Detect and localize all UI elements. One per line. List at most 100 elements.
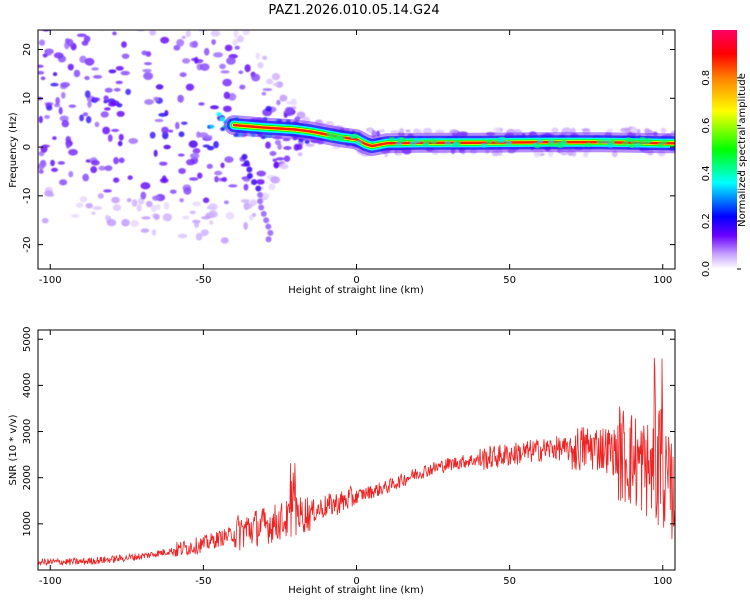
colorbar-tick-label: 0.6 bbox=[701, 118, 712, 134]
spectrogram-cell bbox=[272, 158, 278, 162]
spectrogram-cell bbox=[547, 141, 555, 147]
spectrogram-cell bbox=[52, 136, 57, 140]
spectrogram-cell bbox=[452, 142, 460, 148]
spectrogram-cell bbox=[286, 108, 293, 117]
spectrogram-cell bbox=[153, 149, 158, 157]
spectrogram-cell bbox=[197, 172, 203, 179]
snr-y-label: SNR (10 * v/v) bbox=[8, 414, 19, 485]
spectrogram-cell bbox=[104, 165, 113, 172]
spectrogram-cell bbox=[621, 141, 629, 147]
spectrogram-cell bbox=[224, 156, 234, 163]
spectrogram-cell bbox=[126, 197, 132, 203]
spectrogram-cell bbox=[163, 202, 170, 210]
spectrogram-cell bbox=[178, 131, 185, 138]
spectrogram-cell bbox=[38, 39, 46, 46]
spectrogram-cell bbox=[228, 184, 238, 188]
spectrogram-cell bbox=[260, 192, 270, 199]
spectrogram-cell bbox=[413, 128, 421, 134]
spectrogram-cell bbox=[108, 24, 116, 29]
spectrogram-cell bbox=[145, 200, 153, 208]
spectrogram-cell bbox=[209, 124, 215, 129]
spectrogram-cell bbox=[224, 44, 233, 52]
spectrogram-cell bbox=[94, 121, 100, 128]
spectrogram-cell bbox=[204, 134, 213, 140]
spectrogram-cell bbox=[75, 202, 84, 208]
spectrogram-cell bbox=[158, 112, 168, 117]
spectrogram-cell bbox=[83, 35, 91, 43]
spectrogram-cell bbox=[279, 94, 288, 102]
spectrogram-cell bbox=[70, 214, 80, 218]
spectrogram-cell bbox=[103, 95, 109, 101]
snr-background bbox=[38, 330, 675, 570]
spectrogram-cell bbox=[41, 30, 51, 32]
spectrogram-cell bbox=[103, 107, 111, 111]
spectrogram-cell bbox=[283, 155, 291, 162]
snr-y-tick-label: 5000 bbox=[22, 327, 33, 352]
spectrogram-cell bbox=[596, 139, 604, 145]
spectrogram-cell bbox=[265, 223, 272, 230]
spectrogram-cell bbox=[79, 114, 84, 122]
spectrogram-cell bbox=[97, 193, 104, 199]
spectrogram-cell bbox=[220, 70, 230, 74]
spectrogram-cell bbox=[243, 177, 251, 182]
snr-x-label: Height of straight line (km) bbox=[288, 585, 424, 596]
spectrogram-cell bbox=[297, 152, 303, 157]
spectrogram-cell bbox=[61, 119, 70, 128]
spectrogram-cell bbox=[262, 88, 273, 92]
spectrogram-cell bbox=[85, 115, 92, 124]
spectrogram-cell bbox=[422, 127, 433, 135]
spectrogram-cell bbox=[628, 143, 636, 149]
spectrogram-cell bbox=[261, 55, 268, 60]
spectrogram-cell bbox=[104, 214, 110, 221]
spectrogram-cell bbox=[660, 127, 667, 134]
spectrogram-cell bbox=[100, 111, 109, 118]
spectrogram-cell bbox=[277, 143, 282, 150]
spectrogram-cell bbox=[395, 141, 403, 147]
spectrogram-cell bbox=[226, 30, 229, 31]
spectrogram-cell bbox=[60, 91, 66, 99]
spectrogram-cell bbox=[104, 87, 113, 93]
spectrogram-cell bbox=[246, 166, 253, 173]
spectrogram-cell bbox=[118, 133, 124, 141]
spectrogram-cell bbox=[65, 135, 72, 144]
spectrogram-cell bbox=[220, 162, 225, 169]
spectrogram-cell bbox=[332, 134, 340, 140]
spectrogram-cell bbox=[214, 176, 219, 183]
spectrogram-cell bbox=[192, 148, 201, 154]
spectrogram-cell bbox=[238, 70, 244, 74]
spectrogram-cell bbox=[268, 183, 276, 191]
spectrogram-cell bbox=[106, 219, 117, 227]
spectrogram-cell bbox=[188, 140, 198, 148]
spectrogram-cell bbox=[107, 134, 113, 142]
spectrogram-cell bbox=[79, 196, 88, 203]
spectrogram-cell bbox=[118, 157, 125, 164]
spectrogram-cell bbox=[211, 39, 216, 45]
spectrogram-y-tick-label: 0 bbox=[22, 144, 33, 150]
spectrogram-cell bbox=[645, 138, 653, 144]
spectrogram-cell bbox=[90, 166, 98, 174]
spectrogram-cell bbox=[194, 220, 199, 228]
spectrogram-cell bbox=[179, 72, 187, 78]
spectrogram-cell bbox=[248, 214, 254, 221]
spectrogram-cell bbox=[275, 81, 284, 88]
spectrogram-cell bbox=[203, 47, 210, 56]
spectrogram-cell bbox=[581, 128, 591, 132]
spectrogram-cell bbox=[269, 150, 277, 156]
spectrogram-cell bbox=[422, 139, 430, 145]
spectrogram-cell bbox=[260, 210, 267, 217]
spectrogram-cell bbox=[251, 73, 261, 82]
spectrogram-cell bbox=[67, 63, 74, 71]
spectrogram-cell bbox=[152, 195, 161, 201]
spectrogram-cell bbox=[222, 78, 232, 87]
spectrogram-x-label: Height of straight line (km) bbox=[288, 285, 424, 296]
spectrogram-cell bbox=[192, 201, 201, 207]
spectrogram-cell bbox=[505, 140, 513, 146]
spectrogram-cell bbox=[115, 80, 123, 85]
spectrogram-cell bbox=[255, 52, 261, 60]
spectrogram-cell bbox=[351, 133, 359, 139]
spectrogram-cell bbox=[150, 204, 157, 213]
spectrogram-cell bbox=[242, 30, 251, 36]
spectrogram-cell bbox=[607, 143, 615, 149]
spectrogram-cell bbox=[177, 94, 184, 103]
